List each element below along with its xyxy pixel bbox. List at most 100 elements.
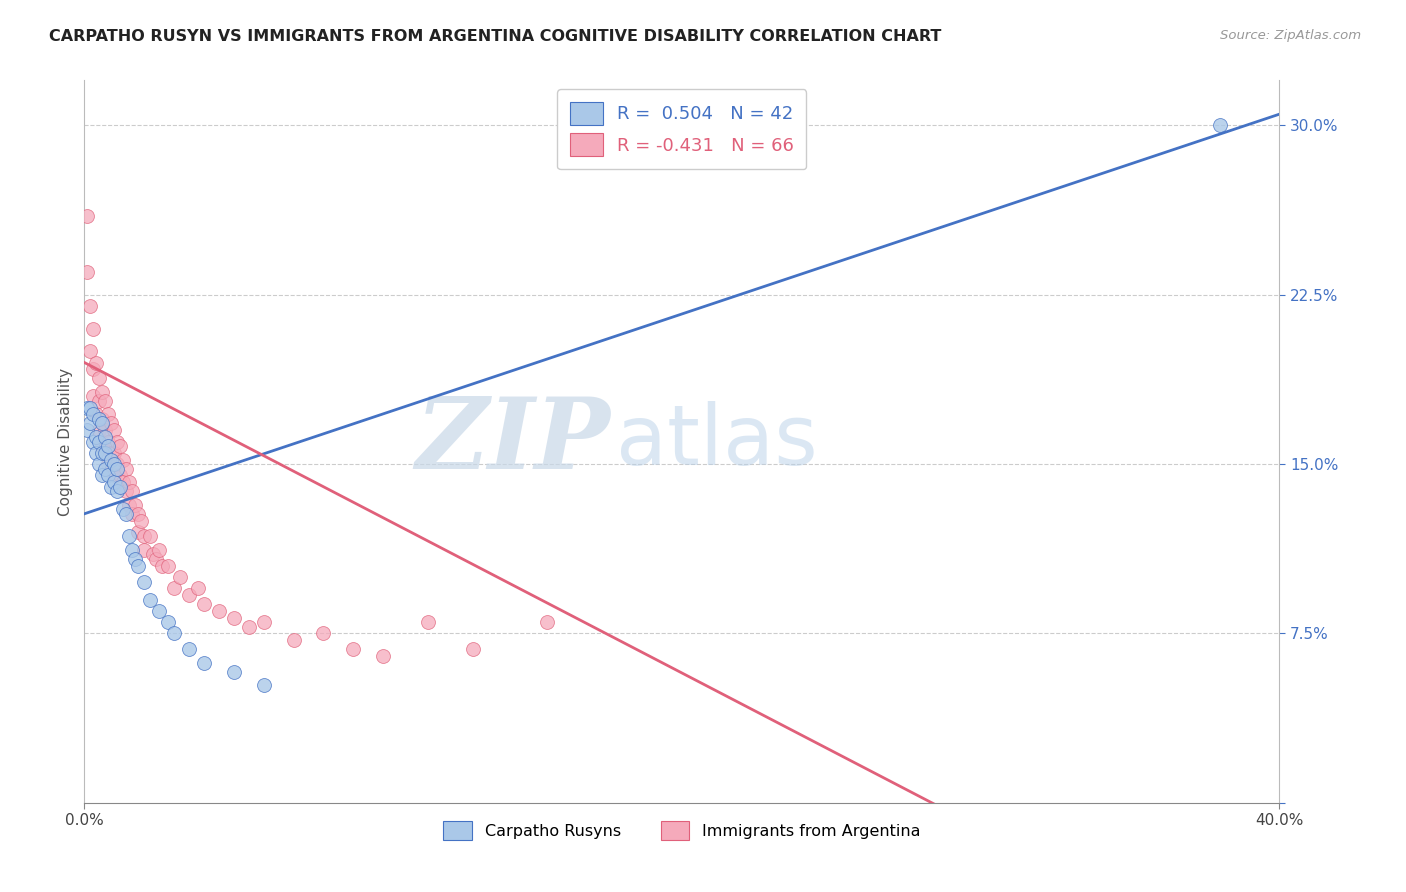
Point [150, 558, 173, 573]
Point [97, 468, 120, 483]
Point [342, 642, 364, 657]
Point [97, 408, 120, 422]
Point [132, 574, 156, 589]
Point [91, 446, 114, 460]
Point [91, 412, 114, 426]
Point [103, 457, 125, 471]
Point [145, 552, 167, 566]
Point [79, 299, 101, 313]
Point [148, 604, 170, 618]
Point [222, 665, 245, 679]
Point [132, 529, 156, 543]
Point [105, 434, 128, 449]
Point [163, 582, 186, 596]
Point [157, 558, 180, 573]
Point [103, 446, 125, 460]
Legend: Carpatho Rusyns, Immigrants from Argentina: Carpatho Rusyns, Immigrants from Argenti… [437, 814, 927, 847]
Point [79, 344, 101, 359]
Point [94, 430, 117, 444]
Point [112, 502, 135, 516]
Point [97, 434, 120, 449]
Point [103, 475, 125, 490]
Point [100, 480, 122, 494]
Point [100, 452, 122, 467]
Point [97, 439, 120, 453]
Point [115, 507, 138, 521]
Point [238, 620, 260, 634]
Point [82, 389, 104, 403]
Point [124, 552, 146, 566]
Point [115, 461, 138, 475]
Point [91, 417, 114, 431]
Point [89, 393, 111, 408]
Point [169, 570, 191, 584]
Point [536, 615, 558, 630]
Point [103, 423, 125, 437]
Point [100, 446, 122, 460]
Point [124, 498, 146, 512]
Point [112, 475, 135, 490]
Point [76, 423, 98, 437]
Point [79, 417, 101, 431]
Point [94, 461, 117, 475]
Point [76, 209, 98, 223]
Text: CARPATHO RUSYN VS IMMIGRANTS FROM ARGENTINA COGNITIVE DISABILITY CORRELATION CHA: CARPATHO RUSYN VS IMMIGRANTS FROM ARGENT… [49, 29, 942, 44]
Point [79, 401, 101, 415]
Point [112, 452, 135, 467]
Point [94, 423, 117, 437]
Point [142, 548, 165, 562]
Point [91, 468, 114, 483]
Point [193, 656, 215, 670]
Point [118, 475, 141, 490]
Point [110, 480, 132, 494]
Point [86, 355, 108, 369]
Y-axis label: Cognitive Disability: Cognitive Disability [58, 368, 73, 516]
Point [177, 642, 200, 657]
Point [91, 439, 114, 453]
Point [208, 604, 231, 618]
Point [222, 610, 245, 624]
Text: atlas: atlas [616, 401, 818, 482]
Text: Source: ZipAtlas.com: Source: ZipAtlas.com [1220, 29, 1361, 42]
Point [97, 457, 120, 471]
Point [127, 507, 149, 521]
Point [121, 484, 143, 499]
Point [94, 393, 117, 408]
Point [89, 423, 111, 437]
Point [105, 457, 128, 471]
Point [82, 362, 104, 376]
Point [105, 461, 128, 475]
Point [253, 615, 276, 630]
Point [129, 514, 152, 528]
Point [132, 542, 156, 557]
Point [82, 408, 104, 422]
Point [1209, 119, 1232, 133]
Point [103, 468, 125, 483]
Point [76, 265, 98, 279]
Point [82, 321, 104, 335]
Point [187, 582, 209, 596]
Point [94, 446, 117, 460]
Point [86, 446, 108, 460]
Point [121, 542, 143, 557]
Point [115, 484, 138, 499]
Point [373, 648, 395, 663]
Point [177, 588, 200, 602]
Text: ZIP: ZIP [415, 393, 610, 490]
Point [139, 529, 162, 543]
Point [312, 626, 335, 640]
Point [86, 430, 108, 444]
Point [193, 597, 215, 611]
Point [89, 371, 111, 385]
Point [127, 524, 149, 539]
Point [139, 592, 162, 607]
Point [127, 558, 149, 573]
Point [163, 626, 186, 640]
Point [118, 498, 141, 512]
Point [148, 542, 170, 557]
Point [76, 401, 98, 415]
Point [91, 384, 114, 399]
Point [100, 417, 122, 431]
Point [121, 507, 143, 521]
Point [86, 408, 108, 422]
